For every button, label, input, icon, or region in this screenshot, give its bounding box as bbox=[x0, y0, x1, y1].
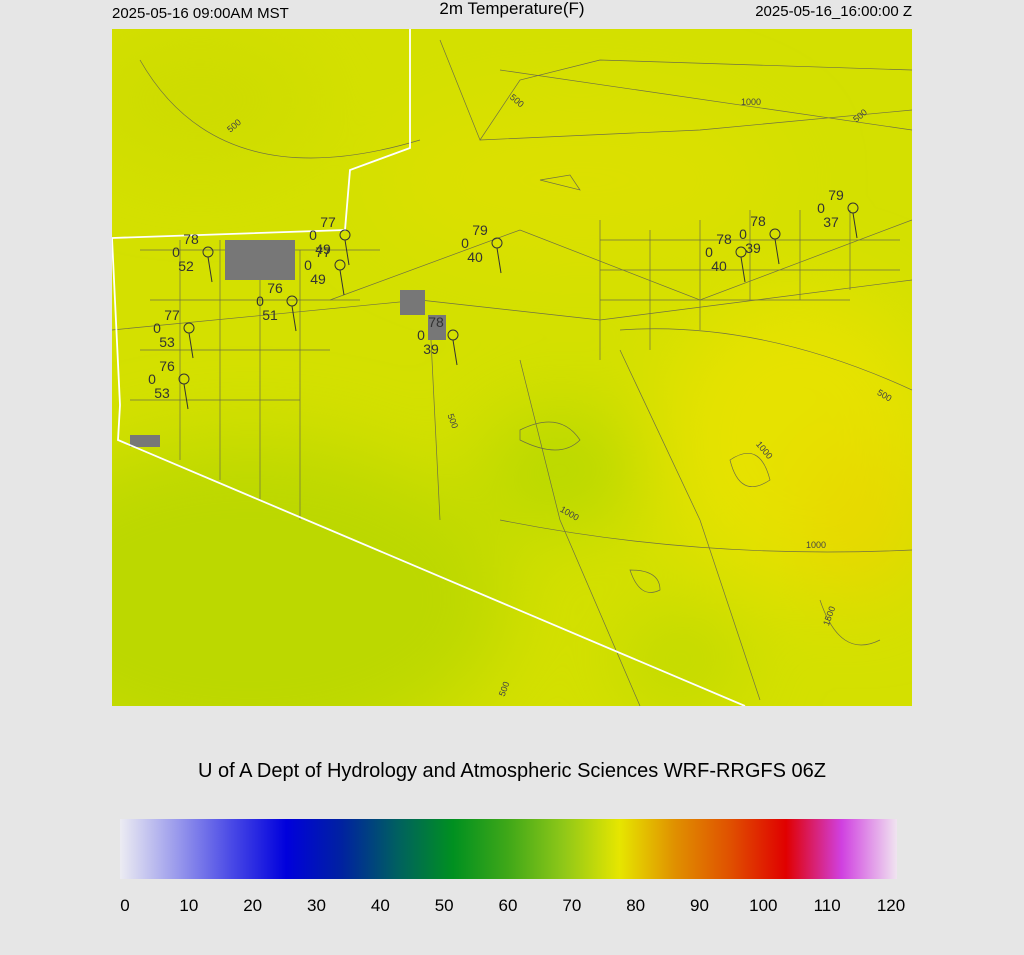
station-temp: 77 bbox=[320, 214, 336, 230]
wind-barb bbox=[183, 383, 189, 410]
colorbar-tick-label: 80 bbox=[626, 896, 645, 915]
station-dew: 39 bbox=[745, 240, 761, 256]
contour-label: 500 bbox=[497, 680, 512, 698]
station-dew: 49 bbox=[315, 241, 331, 257]
colorbar-tick-label: 90 bbox=[690, 896, 709, 915]
station-wind: 0 bbox=[172, 244, 180, 260]
station-dew: 53 bbox=[159, 334, 175, 350]
station-temp: 76 bbox=[159, 358, 175, 374]
station-dew: 40 bbox=[467, 249, 483, 265]
station-wind: 0 bbox=[309, 227, 317, 243]
station-wind: 0 bbox=[739, 226, 747, 242]
station-dew: 52 bbox=[178, 258, 194, 274]
contour-label: 500 bbox=[446, 412, 461, 430]
station-dew: 53 bbox=[154, 385, 170, 401]
wind-barb bbox=[852, 212, 858, 239]
map-title: 2m Temperature(F) bbox=[439, 0, 584, 18]
wind-barb bbox=[207, 256, 213, 283]
colorbar-tick-label: 120 bbox=[877, 896, 905, 915]
station-dew: 49 bbox=[310, 271, 326, 287]
station-dew: 37 bbox=[823, 214, 839, 230]
station-wind: 0 bbox=[817, 200, 825, 216]
wind-barb bbox=[774, 238, 780, 265]
contour-label: 1000 bbox=[741, 97, 761, 107]
station-dew: 39 bbox=[423, 341, 439, 357]
station-temp: 79 bbox=[472, 222, 488, 238]
colorbar-tick-label: 110 bbox=[814, 896, 841, 915]
station-wind: 0 bbox=[417, 327, 425, 343]
map: 7805277049770497605177053760537803979040… bbox=[112, 29, 912, 706]
station-temp: 76 bbox=[267, 280, 283, 296]
colorbar-tick-label: 40 bbox=[371, 896, 390, 915]
colorbar-tick-label: 70 bbox=[562, 896, 581, 915]
colorbar-tick-label: 60 bbox=[499, 896, 518, 915]
wind-barb bbox=[188, 332, 194, 359]
station-temp: 77 bbox=[164, 307, 180, 323]
station-temp: 78 bbox=[716, 231, 732, 247]
station-wind: 0 bbox=[461, 235, 469, 251]
colorbar-tick-label: 0 bbox=[120, 896, 129, 915]
station-wind: 0 bbox=[153, 320, 161, 336]
colorbar-tick-label: 10 bbox=[179, 896, 198, 915]
station-dew: 40 bbox=[711, 258, 727, 274]
colorbar-tick-label: 30 bbox=[307, 896, 326, 915]
station-temp: 78 bbox=[183, 231, 199, 247]
wind-barb bbox=[740, 256, 746, 283]
station-plots: 7805277049770497605177053760537803979040… bbox=[148, 187, 859, 410]
colorbar-tick-label: 50 bbox=[435, 896, 454, 915]
wind-barb bbox=[291, 305, 297, 332]
credit: U of A Dept of Hydrology and Atmospheric… bbox=[198, 760, 826, 782]
wind-barb bbox=[344, 239, 350, 266]
station-temp: 79 bbox=[828, 187, 844, 203]
station-temp: 78 bbox=[750, 213, 766, 229]
valid-time: 2025-05-16 09:00AM MST bbox=[112, 5, 289, 22]
colorbar-tick-label: 20 bbox=[243, 896, 262, 915]
station-dew: 51 bbox=[262, 307, 278, 323]
wind-barb bbox=[339, 269, 345, 296]
station-temp: 78 bbox=[428, 314, 444, 330]
colorbar-tick-label: 100 bbox=[749, 896, 777, 915]
wind-barb bbox=[452, 339, 458, 366]
station-wind: 0 bbox=[256, 293, 264, 309]
station-wind: 0 bbox=[705, 244, 713, 260]
wind-barb bbox=[496, 247, 502, 274]
colorbar bbox=[120, 819, 897, 879]
station-wind: 0 bbox=[304, 257, 312, 273]
contour-label: 1000 bbox=[806, 540, 826, 550]
colorbar-ticks: 0 10 20 30 40 50 60 70 80 90 100 110 120 bbox=[120, 896, 905, 915]
station-wind: 0 bbox=[148, 371, 156, 387]
init-time: 2025-05-16_16:00:00 Z bbox=[755, 3, 912, 20]
station-temp: 77 bbox=[315, 244, 331, 260]
